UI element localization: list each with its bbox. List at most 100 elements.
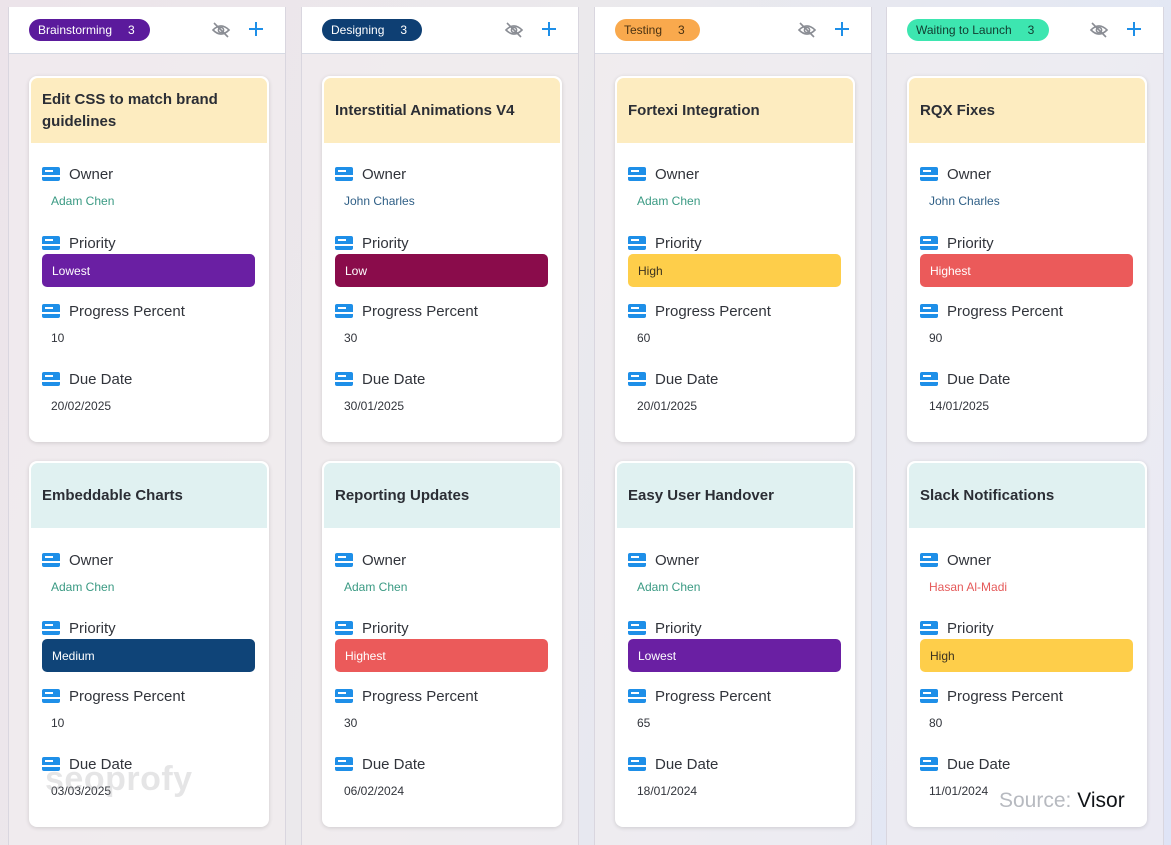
progress-value[interactable]: 65 [637, 716, 651, 730]
progress-value[interactable]: 30 [344, 716, 358, 730]
due-date-label: Due Date [335, 754, 425, 774]
owner-value[interactable]: Hasan Al-Madi [929, 580, 1008, 594]
priority-label: Priority [628, 618, 702, 638]
field-icon [42, 236, 60, 250]
field-icon [920, 167, 938, 181]
status-pill[interactable]: Brainstorming 3 [29, 19, 150, 41]
progress-label: Progress Percent [628, 686, 771, 706]
column-designing: Designing 3 Interstitial Animations V4 O… [301, 7, 579, 845]
due-date-value[interactable]: 11/01/2024 [929, 784, 989, 798]
progress-value[interactable]: 10 [51, 716, 65, 730]
status-label: Waiting to Launch [916, 23, 1012, 37]
field-icon [335, 304, 353, 318]
progress-label: Progress Percent [920, 301, 1063, 321]
priority-value[interactable]: Lowest [628, 639, 841, 672]
field-icon [628, 757, 646, 771]
due-date-value[interactable]: 06/02/2024 [344, 784, 405, 798]
field-icon [42, 689, 60, 703]
progress-value[interactable]: 30 [344, 331, 358, 345]
progress-value[interactable]: 80 [929, 716, 943, 730]
status-pill[interactable]: Testing 3 [615, 19, 700, 41]
field-icon [920, 621, 938, 635]
due-date-label: Due Date [920, 369, 1010, 389]
field-icon [335, 372, 353, 386]
task-card[interactable]: Easy User Handover Owner Adam Chen Prior… [615, 461, 855, 827]
card-title[interactable]: Fortexi Integration [617, 78, 853, 143]
field-icon [628, 689, 646, 703]
owner-value[interactable]: Adam Chen [344, 580, 408, 594]
priority-value[interactable]: High [628, 254, 841, 287]
due-date-value[interactable]: 03/03/2025 [51, 784, 112, 798]
eye-off-icon[interactable] [211, 21, 231, 39]
status-pill[interactable]: Waiting to Launch 3 [907, 19, 1050, 41]
field-icon [335, 689, 353, 703]
task-card[interactable]: Edit CSS to match brand guidelines Owner… [29, 76, 269, 442]
add-card-icon[interactable] [539, 19, 559, 39]
due-date-value[interactable]: 20/01/2025 [637, 399, 698, 413]
status-pill[interactable]: Designing 3 [322, 19, 423, 41]
owner-value[interactable]: Adam Chen [51, 580, 115, 594]
owner-label: Owner [42, 550, 113, 570]
priority-value[interactable]: Medium [42, 639, 255, 672]
eye-off-icon[interactable] [797, 21, 817, 39]
card-title[interactable]: Embeddable Charts [31, 463, 267, 528]
column-testing: Testing 3 Fortexi Integration Owner Adam… [594, 7, 872, 845]
card-title[interactable]: Easy User Handover [617, 463, 853, 528]
owner-value[interactable]: John Charles [929, 194, 1000, 208]
owner-label: Owner [335, 164, 406, 184]
owner-label: Owner [628, 550, 699, 570]
column-brainstorming: Brainstorming 3 Edit CSS to match brand … [8, 7, 286, 845]
watermark: seoprofy [45, 760, 193, 798]
owner-value[interactable]: Adam Chen [637, 194, 701, 208]
eye-off-icon[interactable] [504, 21, 524, 39]
field-icon [42, 757, 60, 771]
priority-value[interactable]: Highest [335, 639, 548, 672]
field-icon [628, 372, 646, 386]
task-card[interactable]: Fortexi Integration Owner Adam Chen Prio… [615, 76, 855, 442]
priority-label: Priority [920, 233, 994, 253]
card-title[interactable]: Edit CSS to match brand guidelines [31, 78, 267, 143]
due-date-value[interactable]: 30/01/2025 [344, 399, 405, 413]
add-card-icon[interactable] [1124, 19, 1144, 39]
field-icon [42, 621, 60, 635]
source-label: Source: [999, 789, 1072, 812]
priority-value[interactable]: Low [335, 254, 548, 287]
due-date-label: Due Date [628, 754, 718, 774]
card-title[interactable]: Interstitial Animations V4 [324, 78, 560, 143]
progress-label: Progress Percent [42, 301, 185, 321]
add-card-icon[interactable] [246, 19, 266, 39]
field-icon [920, 236, 938, 250]
priority-value[interactable]: High [920, 639, 1133, 672]
progress-label: Progress Percent [335, 301, 478, 321]
column-header: Brainstorming 3 [9, 7, 285, 54]
task-card[interactable]: Embeddable Charts Owner Adam Chen Priori… [29, 461, 269, 827]
column-header: Designing 3 [302, 7, 578, 54]
owner-value[interactable]: John Charles [344, 194, 415, 208]
task-card[interactable]: Reporting Updates Owner Adam Chen Priori… [322, 461, 562, 827]
task-card[interactable]: Slack Notifications Owner Hasan Al-Madi … [907, 461, 1147, 827]
progress-value[interactable]: 90 [929, 331, 943, 345]
owner-label: Owner [920, 164, 991, 184]
due-date-value[interactable]: 20/02/2025 [51, 399, 112, 413]
due-date-value[interactable]: 18/01/2024 [637, 784, 698, 798]
add-card-icon[interactable] [832, 19, 852, 39]
card-title[interactable]: Slack Notifications [909, 463, 1145, 528]
owner-value[interactable]: Adam Chen [637, 580, 701, 594]
task-card[interactable]: Interstitial Animations V4 Owner John Ch… [322, 76, 562, 442]
due-date-value[interactable]: 14/01/2025 [929, 399, 990, 413]
eye-off-icon[interactable] [1089, 21, 1109, 39]
card-title[interactable]: Reporting Updates [324, 463, 560, 528]
task-card[interactable]: RQX Fixes Owner John Charles Priority Hi… [907, 76, 1147, 442]
field-icon [335, 621, 353, 635]
status-label: Testing [624, 23, 663, 37]
progress-value[interactable]: 10 [51, 331, 65, 345]
status-count: 3 [400, 23, 408, 37]
owner-value[interactable]: Adam Chen [51, 194, 115, 208]
card-title[interactable]: RQX Fixes [909, 78, 1145, 143]
field-icon [335, 553, 353, 567]
progress-label: Progress Percent [920, 686, 1063, 706]
priority-value[interactable]: Lowest [42, 254, 255, 287]
priority-value[interactable]: Highest [920, 254, 1133, 287]
progress-value[interactable]: 60 [637, 331, 651, 345]
